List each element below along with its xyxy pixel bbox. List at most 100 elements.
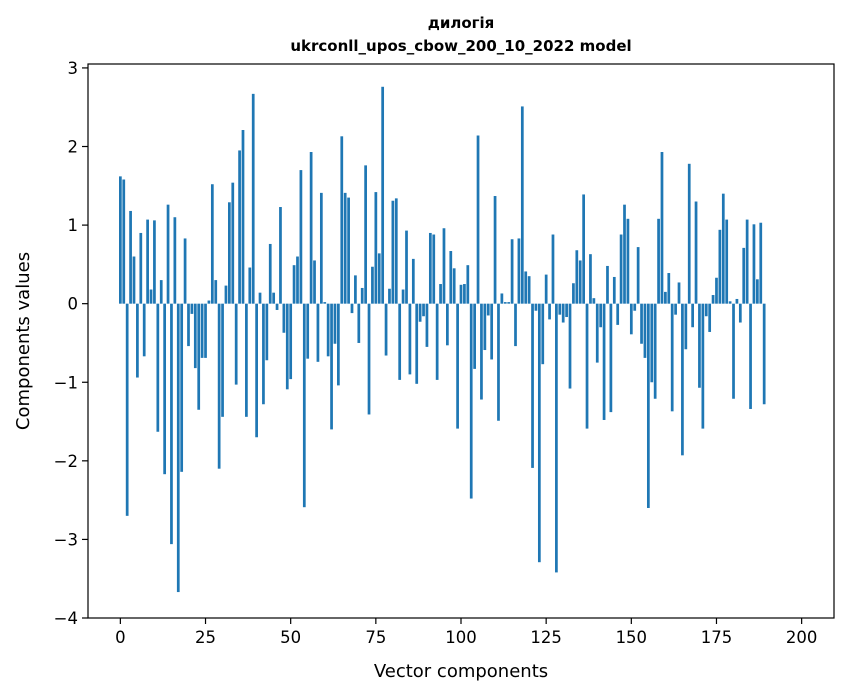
bar-1 — [122, 179, 126, 304]
bar-81 — [394, 198, 398, 304]
bar-133 — [572, 283, 575, 304]
bar-141 — [599, 303, 603, 328]
x-tick-label: 100 — [445, 628, 477, 647]
bar-19 — [183, 238, 187, 304]
bar-177 — [721, 193, 725, 304]
bar-63 — [333, 303, 337, 344]
y-tick-label: 3 — [68, 59, 79, 78]
bar-88 — [418, 303, 422, 322]
bar-103 — [469, 303, 473, 499]
bar-161 — [667, 273, 671, 304]
bar-125 — [544, 274, 548, 304]
bar-64 — [337, 303, 340, 386]
x-axis-label: Vector components — [374, 661, 548, 682]
bar-139 — [592, 298, 596, 304]
bar-127 — [551, 234, 555, 304]
y-tick-label: −2 — [54, 452, 78, 471]
bar-69 — [354, 275, 357, 304]
bar-65 — [340, 136, 344, 304]
bar-32 — [228, 202, 231, 304]
y-tick-label: 2 — [68, 138, 79, 157]
x-tick-label: 50 — [280, 628, 301, 647]
bar-104 — [473, 303, 476, 369]
bar-115 — [510, 239, 514, 304]
bar-92 — [432, 234, 436, 304]
bar-149 — [626, 218, 630, 304]
bar-50 — [289, 303, 293, 380]
bar-29 — [217, 303, 221, 469]
bar-160 — [664, 291, 667, 304]
bar-99 — [456, 303, 459, 429]
bar-175 — [715, 277, 718, 304]
bar-136 — [582, 194, 585, 304]
x-tick-label: 125 — [530, 628, 562, 647]
bar-158 — [657, 218, 660, 304]
bar-146 — [616, 303, 620, 325]
bar-77 — [381, 86, 385, 304]
bar-89 — [422, 303, 425, 317]
bar-33 — [231, 182, 235, 304]
bar-135 — [578, 260, 582, 304]
bar-75 — [374, 192, 378, 304]
bar-90 — [425, 303, 429, 347]
bar-164 — [677, 282, 681, 304]
bar-170 — [698, 303, 701, 388]
bar-185 — [749, 303, 752, 409]
bar-78 — [384, 303, 388, 356]
bar-46 — [275, 303, 279, 310]
bar-150 — [629, 303, 633, 335]
y-tick-label: −1 — [54, 373, 78, 392]
bar-129 — [558, 303, 562, 315]
x-tick-label: 200 — [786, 628, 818, 647]
bar-184 — [745, 219, 749, 304]
bar-21 — [190, 303, 194, 314]
bar-66 — [343, 192, 347, 304]
bar-110 — [493, 196, 497, 304]
bar-9 — [149, 289, 153, 304]
bar-25 — [204, 303, 207, 358]
bar-7 — [142, 303, 146, 357]
bar-70 — [357, 303, 361, 343]
bar-82 — [398, 303, 402, 380]
bar-182 — [738, 303, 742, 323]
bar-60 — [323, 302, 327, 304]
y-tick-label: 1 — [68, 216, 79, 235]
bar-86 — [411, 258, 415, 304]
bar-151 — [633, 303, 637, 311]
bar-172 — [704, 303, 708, 317]
bar-20 — [187, 303, 190, 347]
bar-97 — [449, 251, 453, 304]
bar-42 — [262, 303, 265, 405]
y-axis-ticks: −4 −3 −2 −1 0 1 2 3 — [54, 59, 88, 628]
bar-2 — [125, 303, 129, 516]
x-tick-label: 75 — [365, 628, 386, 647]
bar-43 — [265, 303, 269, 361]
x-tick-label: 25 — [195, 628, 216, 647]
bar-93 — [435, 303, 439, 380]
bar-108 — [486, 303, 490, 316]
bar-162 — [670, 303, 674, 412]
bars-group — [119, 86, 766, 593]
bar-14 — [166, 204, 170, 304]
bar-167 — [687, 163, 691, 304]
bar-24 — [200, 303, 204, 358]
bar-38 — [248, 267, 252, 304]
bar-74 — [371, 266, 374, 304]
bar-188 — [759, 222, 763, 304]
bar-73 — [367, 303, 371, 415]
bar-47 — [279, 207, 282, 304]
bar-27 — [210, 184, 214, 304]
bar-100 — [459, 284, 463, 304]
bar-145 — [612, 276, 616, 304]
bar-120 — [527, 276, 531, 304]
bar-3 — [129, 210, 132, 304]
bar-8 — [146, 219, 149, 304]
bar-22 — [193, 303, 197, 369]
bar-153 — [640, 303, 643, 344]
bar-67 — [347, 197, 350, 304]
bar-10 — [153, 220, 156, 304]
bar-112 — [500, 293, 504, 304]
bar-147 — [619, 234, 623, 304]
bar-159 — [660, 152, 664, 304]
